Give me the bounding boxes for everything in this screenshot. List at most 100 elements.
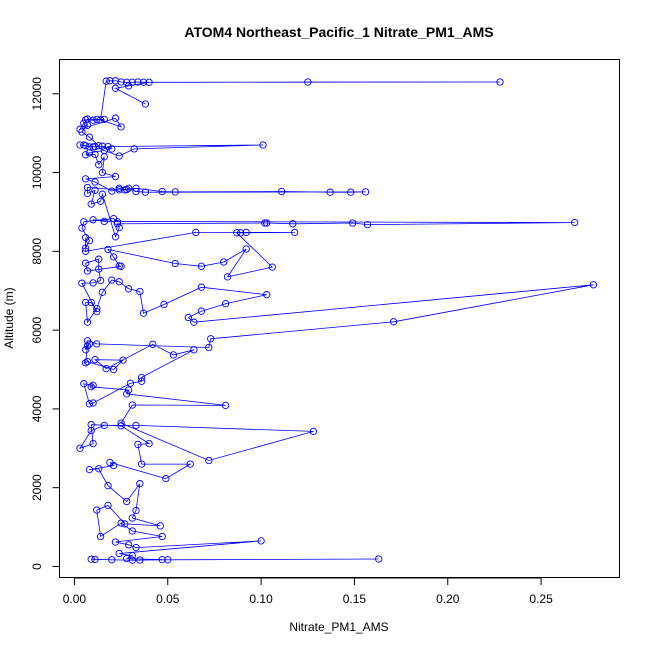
data-point: [145, 78, 153, 86]
data-point: [85, 237, 94, 245]
data-point: [259, 141, 267, 149]
data-point: [109, 365, 118, 374]
data-point: [89, 439, 97, 448]
data-point: [81, 175, 90, 183]
data-point: [111, 172, 120, 181]
data-point: [361, 188, 370, 196]
x-tick-label: 0.15: [343, 592, 367, 606]
data-point: [304, 78, 312, 86]
data-point: [91, 186, 99, 194]
data-point: [171, 188, 179, 196]
data-point: [95, 465, 103, 473]
data-point: [190, 318, 198, 326]
y-tick-label: 10000: [30, 156, 44, 190]
data-point: [87, 298, 95, 307]
data-point: [257, 537, 265, 545]
data-point: [98, 142, 107, 150]
data-point: [81, 244, 90, 252]
data-point: [261, 219, 269, 227]
data-point: [139, 309, 148, 317]
data-point: [87, 200, 95, 208]
data-point: [115, 224, 123, 232]
data-point: [106, 77, 114, 85]
data-point: [134, 78, 142, 86]
data-point: [106, 458, 114, 467]
data-point: [83, 337, 92, 345]
data-point: [186, 460, 194, 468]
data-point: [128, 514, 136, 522]
data-point: [91, 555, 99, 564]
data-point: [145, 439, 153, 448]
data-point: [117, 123, 125, 131]
data-point: [83, 115, 92, 123]
data-point: [134, 440, 142, 449]
data-point: [197, 283, 206, 291]
data-point: [91, 150, 99, 159]
data-point: [496, 78, 504, 86]
data-point: [87, 426, 95, 435]
plot-frame: [59, 59, 620, 578]
data-point: [347, 188, 355, 196]
chart-title: ATOM4 Northeast_Pacific_1 Nitrate_PM1_AM…: [184, 24, 493, 40]
data-point: [83, 342, 92, 350]
data-point: [197, 262, 206, 270]
data-point: [89, 399, 97, 407]
data-point: [95, 161, 103, 169]
data-point: [76, 141, 84, 149]
data-point: [117, 419, 125, 427]
data-point: [85, 400, 94, 408]
data-point: [223, 273, 232, 281]
data-point: [348, 219, 357, 227]
data-point: [242, 245, 250, 253]
x-tick-label: 0.05: [156, 592, 180, 606]
data-point: [197, 307, 206, 315]
data-point: [81, 298, 90, 307]
data-point: [91, 356, 99, 364]
data-point: [205, 343, 213, 352]
y-axis: 0 2000 4000 6000 8000 10000 12000: [30, 77, 60, 570]
data-point: [277, 187, 286, 196]
x-tick-label: 0.25: [529, 592, 553, 606]
y-tick-label: 8000: [30, 238, 44, 265]
data-point: [192, 228, 200, 237]
data-point: [93, 340, 101, 348]
y-tick-label: 6000: [30, 316, 44, 343]
data-point: [263, 291, 271, 299]
data-point: [115, 278, 123, 286]
data-point: [95, 265, 103, 273]
data-point: [136, 287, 144, 296]
data-point: [83, 189, 92, 198]
data-point: [132, 543, 140, 552]
data-point: [108, 276, 116, 284]
data-point: [104, 482, 112, 490]
data-point: [126, 379, 135, 387]
series-line: [79, 80, 594, 561]
data-point: [104, 501, 112, 510]
data-point: [162, 474, 170, 483]
data-point: [149, 340, 157, 348]
data-point: [89, 116, 97, 124]
data-point: [98, 288, 107, 296]
data-point: [221, 300, 230, 308]
data-point: [115, 184, 123, 192]
data-point: [104, 245, 112, 254]
data-point: [89, 381, 97, 389]
data-point: [205, 456, 213, 465]
data-point: [121, 186, 129, 194]
data-point: [158, 555, 166, 564]
data-point: [123, 497, 131, 506]
data-point: [95, 255, 103, 263]
data-point: [389, 318, 398, 326]
data-point: [96, 532, 105, 541]
data-point: [98, 168, 107, 177]
data-point: [117, 519, 125, 527]
data-point: [81, 359, 90, 367]
data-point: [242, 228, 250, 237]
data-point: [128, 527, 136, 535]
data-point: [93, 506, 101, 514]
data-point: [139, 78, 148, 86]
data-point: [137, 377, 146, 385]
series-points: [76, 77, 598, 564]
data-point: [93, 115, 101, 124]
data-point: [160, 300, 168, 309]
